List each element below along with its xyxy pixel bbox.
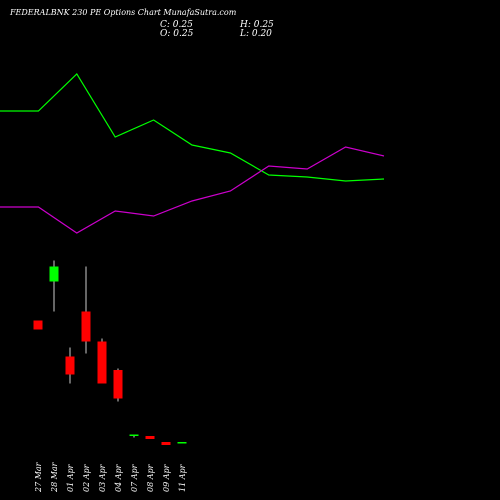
x-tick-label: 11 Apr — [178, 463, 187, 492]
x-tick-label: 07 Apr — [130, 463, 139, 492]
candle-body — [129, 434, 139, 436]
ohlc-label: H: 0.25 — [239, 20, 274, 30]
ohlc-label: O: 0.25 — [160, 29, 194, 39]
indicator-line — [0, 146, 385, 234]
x-tick-label: 02 Apr — [82, 463, 91, 492]
candle-body — [33, 320, 43, 330]
indicator-line — [0, 73, 385, 182]
x-tick-label: 27 Mar — [34, 461, 43, 493]
candle-body — [97, 341, 107, 384]
chart-title: FEDERALBNK 230 PE Options Chart MunafaSu… — [9, 8, 237, 17]
x-tick-label: 08 Apr — [146, 463, 155, 492]
candle-body — [65, 356, 75, 375]
x-tick-label: 04 Apr — [114, 463, 123, 492]
candle-body — [81, 311, 91, 342]
x-tick-label: 28 Mar — [50, 461, 59, 493]
candle-body — [145, 436, 155, 439]
ohlc-label: C: 0.25 — [160, 20, 193, 30]
candle-body — [49, 266, 59, 282]
candle-body — [177, 442, 187, 444]
candle-body — [113, 370, 123, 399]
x-tick-label: 03 Apr — [98, 463, 107, 492]
candle-body — [161, 442, 171, 445]
x-tick-label: 09 Apr — [162, 463, 171, 492]
x-tick-label: 01 Apr — [66, 463, 75, 492]
ohlc-label: L: 0.20 — [239, 29, 272, 39]
